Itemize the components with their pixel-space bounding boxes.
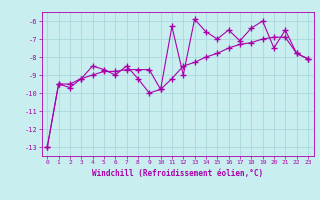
X-axis label: Windchill (Refroidissement éolien,°C): Windchill (Refroidissement éolien,°C): [92, 169, 263, 178]
